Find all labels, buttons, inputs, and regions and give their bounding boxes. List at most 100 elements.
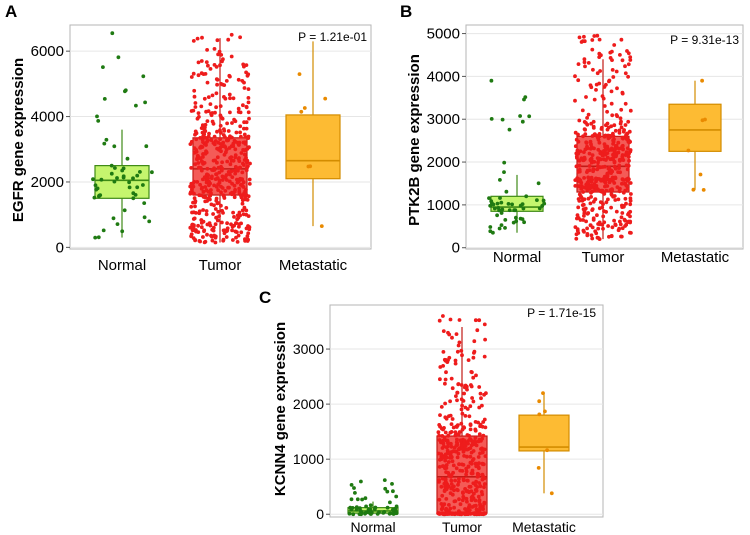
data-point bbox=[461, 425, 466, 429]
data-point bbox=[476, 455, 481, 459]
data-point bbox=[502, 160, 507, 165]
data-point bbox=[471, 355, 476, 360]
data-point bbox=[574, 154, 579, 159]
data-point bbox=[391, 512, 396, 516]
data-point bbox=[573, 74, 577, 79]
data-point bbox=[448, 506, 453, 511]
data-point bbox=[219, 149, 223, 154]
data-point bbox=[135, 185, 140, 190]
data-point bbox=[224, 206, 229, 210]
data-point bbox=[584, 184, 589, 189]
data-point bbox=[581, 228, 586, 233]
data-point bbox=[621, 136, 625, 141]
xtick-label: Normal bbox=[98, 257, 146, 274]
data-point bbox=[628, 148, 633, 152]
data-point bbox=[465, 512, 470, 516]
data-point bbox=[499, 200, 504, 205]
data-point bbox=[588, 201, 593, 206]
data-point bbox=[224, 178, 229, 182]
data-point bbox=[701, 188, 706, 192]
data-point bbox=[589, 233, 594, 238]
xtick-label: Normal bbox=[350, 519, 395, 535]
data-point bbox=[507, 208, 512, 213]
data-point bbox=[191, 108, 196, 113]
data-point bbox=[438, 377, 442, 382]
data-point bbox=[110, 31, 115, 36]
data-point bbox=[628, 219, 633, 224]
data-point bbox=[586, 175, 591, 180]
data-point bbox=[629, 192, 633, 196]
data-point bbox=[513, 208, 518, 213]
data-point bbox=[611, 75, 616, 79]
data-point bbox=[440, 439, 444, 444]
data-point bbox=[584, 121, 588, 125]
data-point bbox=[215, 129, 219, 134]
data-point bbox=[443, 458, 448, 463]
data-point bbox=[443, 401, 447, 406]
data-point bbox=[228, 172, 232, 177]
data-point bbox=[449, 444, 454, 449]
data-point bbox=[459, 421, 464, 426]
data-point bbox=[618, 222, 623, 227]
data-point bbox=[219, 203, 223, 208]
data-point bbox=[518, 114, 522, 118]
data-point bbox=[211, 141, 216, 145]
data-point bbox=[537, 206, 542, 211]
data-point bbox=[206, 190, 211, 194]
data-point bbox=[498, 196, 502, 200]
data-point bbox=[246, 100, 251, 105]
data-point bbox=[469, 498, 474, 503]
data-point bbox=[624, 150, 629, 155]
data-point bbox=[499, 211, 504, 215]
data-point bbox=[196, 73, 201, 78]
data-point bbox=[455, 437, 459, 442]
data-point bbox=[437, 465, 442, 469]
data-point bbox=[586, 178, 591, 183]
data-point bbox=[609, 205, 613, 210]
data-point bbox=[210, 93, 215, 98]
data-point bbox=[221, 211, 225, 215]
pvalue-b: P = 9.31e-13 bbox=[670, 33, 739, 47]
data-point bbox=[478, 391, 483, 396]
data-point bbox=[211, 225, 216, 230]
data-point bbox=[459, 383, 464, 387]
data-point bbox=[198, 156, 203, 161]
data-point bbox=[621, 178, 626, 182]
data-point bbox=[477, 405, 482, 410]
data-point bbox=[613, 175, 618, 180]
data-point bbox=[241, 103, 245, 108]
data-point bbox=[465, 478, 470, 483]
data-point bbox=[219, 82, 224, 86]
data-point bbox=[241, 140, 246, 145]
data-point bbox=[487, 196, 491, 201]
data-point bbox=[443, 377, 448, 382]
data-point bbox=[461, 478, 466, 483]
data-point bbox=[102, 97, 107, 101]
data-point bbox=[201, 177, 205, 182]
data-point bbox=[349, 497, 354, 502]
data-point bbox=[448, 456, 452, 460]
data-point bbox=[454, 424, 459, 429]
data-point bbox=[456, 447, 461, 452]
data-point bbox=[350, 506, 355, 510]
data-point bbox=[616, 140, 621, 145]
data-point bbox=[383, 486, 388, 491]
data-point bbox=[596, 226, 601, 231]
data-point bbox=[455, 511, 460, 516]
data-point bbox=[611, 194, 615, 199]
data-point bbox=[466, 441, 470, 446]
data-point bbox=[626, 119, 631, 124]
points-b bbox=[487, 33, 707, 242]
data-point bbox=[214, 172, 218, 177]
data-point bbox=[478, 451, 482, 456]
data-point bbox=[466, 358, 471, 362]
data-point bbox=[444, 497, 449, 501]
data-point bbox=[452, 505, 456, 510]
data-point bbox=[218, 137, 223, 142]
data-point bbox=[457, 340, 462, 345]
data-point bbox=[242, 132, 247, 137]
data-point bbox=[573, 184, 578, 188]
data-point bbox=[591, 126, 596, 130]
data-point bbox=[450, 335, 454, 340]
data-point bbox=[609, 89, 614, 94]
